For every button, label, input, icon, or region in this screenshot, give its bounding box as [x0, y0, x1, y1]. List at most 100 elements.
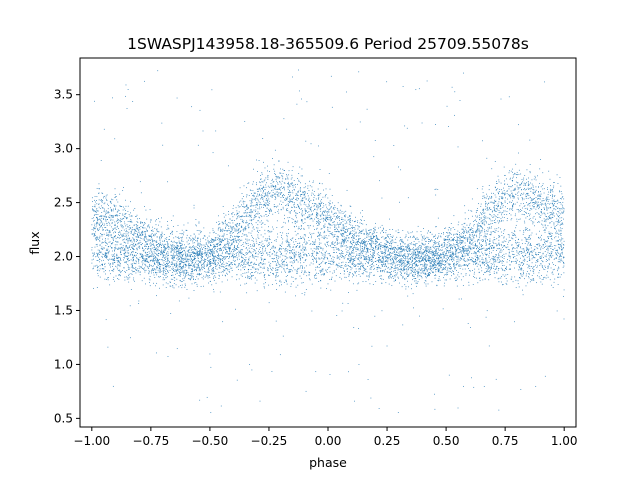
data-point — [148, 251, 150, 253]
data-point — [430, 263, 432, 264]
data-point — [463, 230, 465, 232]
data-point — [462, 228, 464, 230]
data-point — [512, 233, 514, 234]
data-point — [417, 265, 419, 266]
data-point — [111, 223, 113, 224]
data-point — [384, 263, 386, 265]
data-point — [369, 265, 371, 266]
data-point — [368, 257, 370, 259]
data-point — [146, 254, 148, 256]
data-point — [238, 228, 240, 230]
data-point — [244, 206, 246, 208]
data-point — [290, 257, 292, 259]
data-point — [316, 205, 318, 207]
data-point — [391, 285, 393, 287]
data-point — [430, 251, 432, 253]
data-point — [100, 221, 102, 223]
data-point — [321, 262, 323, 264]
data-point — [438, 260, 440, 262]
data-point — [93, 206, 95, 208]
data-point — [370, 238, 372, 240]
data-point — [172, 249, 174, 250]
data-point — [422, 254, 424, 255]
data-point — [101, 246, 103, 248]
data-point — [405, 236, 407, 237]
data-point — [446, 279, 447, 281]
data-point — [430, 257, 431, 258]
data-point — [262, 138, 264, 139]
data-point — [259, 203, 261, 205]
data-point — [430, 231, 431, 233]
data-point — [494, 205, 496, 206]
data-point — [320, 251, 322, 253]
data-point — [321, 199, 322, 201]
data-point — [140, 266, 142, 267]
data-point — [157, 263, 159, 265]
data-point — [448, 240, 450, 242]
data-point — [269, 211, 271, 212]
data-point — [182, 261, 184, 263]
data-point — [503, 256, 505, 257]
data-point — [255, 222, 257, 224]
data-point — [326, 211, 328, 213]
data-point — [515, 241, 516, 243]
data-point — [556, 249, 558, 251]
data-point — [214, 248, 215, 250]
data-point — [133, 209, 135, 211]
data-point — [204, 249, 206, 251]
data-point — [551, 216, 553, 218]
data-point — [411, 260, 413, 262]
data-point — [433, 242, 435, 243]
data-point — [120, 247, 122, 249]
data-point — [508, 96, 510, 98]
data-point — [379, 257, 380, 258]
data-point — [523, 192, 525, 194]
data-point — [124, 241, 126, 243]
data-point — [230, 243, 232, 245]
data-point — [535, 179, 537, 181]
data-point — [404, 263, 406, 264]
data-point — [278, 193, 280, 195]
data-point — [505, 238, 507, 240]
data-point — [199, 253, 201, 254]
data-point — [426, 265, 427, 267]
data-point — [263, 180, 265, 182]
data-point — [227, 240, 228, 242]
data-point — [375, 238, 376, 240]
data-point — [345, 240, 346, 242]
data-point — [422, 256, 424, 258]
data-point — [193, 290, 195, 291]
data-point — [555, 240, 557, 242]
data-point — [360, 219, 362, 221]
data-point — [177, 259, 179, 260]
data-point — [175, 273, 176, 275]
data-point — [297, 191, 299, 193]
data-point — [153, 274, 155, 276]
data-point — [197, 254, 199, 256]
data-point — [485, 217, 487, 219]
data-point — [287, 183, 288, 184]
data-point — [396, 255, 398, 256]
data-point — [361, 230, 363, 231]
data-point — [348, 228, 350, 229]
data-point — [346, 91, 347, 93]
data-point — [528, 195, 530, 197]
data-point — [267, 179, 269, 180]
data-point — [264, 229, 266, 231]
data-point — [376, 235, 378, 237]
data-point — [332, 261, 333, 263]
data-point — [179, 262, 181, 264]
data-point — [428, 257, 430, 259]
data-point — [282, 195, 283, 196]
data-point — [504, 210, 506, 212]
data-point — [320, 242, 322, 244]
data-point — [96, 236, 98, 238]
data-point — [286, 236, 288, 238]
data-point — [493, 230, 495, 232]
data-point — [297, 233, 299, 235]
data-point — [492, 220, 494, 222]
data-point — [99, 245, 101, 247]
data-point — [162, 277, 164, 279]
data-point — [420, 260, 422, 261]
data-point — [260, 234, 262, 236]
